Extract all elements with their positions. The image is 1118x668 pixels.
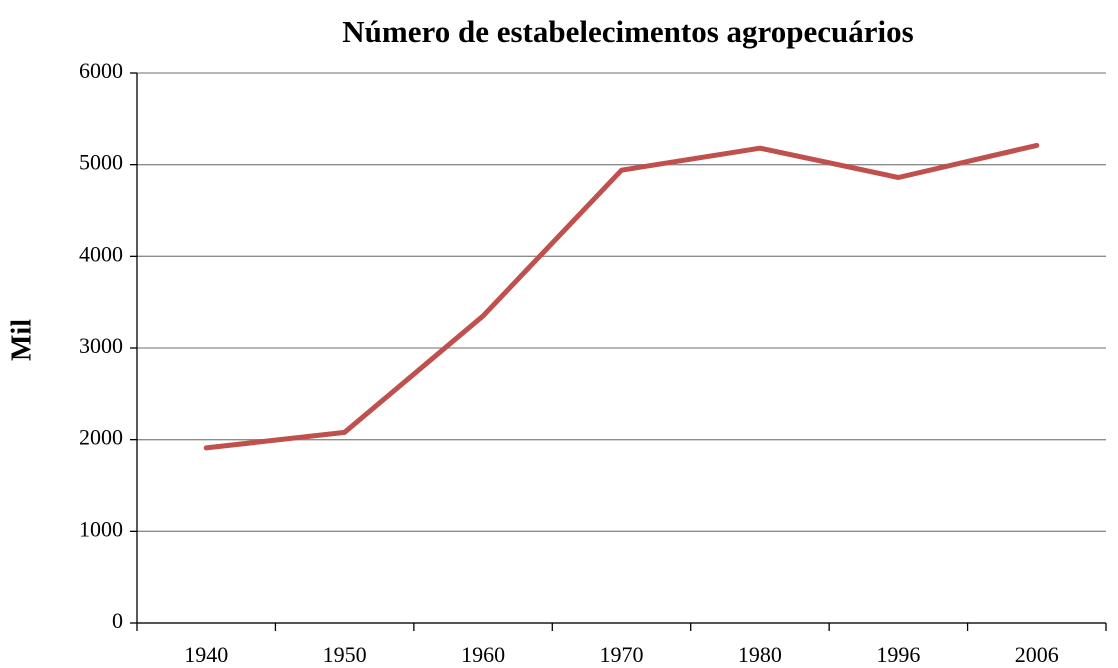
x-tick-label: 1996 [876, 642, 920, 667]
x-tick-label: 1980 [738, 642, 782, 667]
chart-title: Número de estabelecimentos agropecuários [342, 14, 913, 49]
x-tick-label: 1940 [184, 642, 228, 667]
y-tick-label: 2000 [79, 425, 123, 450]
x-tick-label: 1960 [461, 642, 505, 667]
y-tick-label: 5000 [79, 150, 123, 175]
y-tick-label: 3000 [79, 333, 123, 358]
x-tick-label: 2006 [1015, 642, 1059, 667]
data-line [203, 142, 1040, 451]
x-tick-label: 1970 [600, 642, 644, 667]
x-tick-label: 1950 [323, 642, 367, 667]
y-tick-label: 4000 [79, 241, 123, 266]
y-tick-label: 0 [112, 608, 123, 633]
y-axis-label: Mil [6, 319, 37, 361]
y-tick-label: 6000 [79, 58, 123, 83]
y-tick-label: 1000 [79, 516, 123, 541]
